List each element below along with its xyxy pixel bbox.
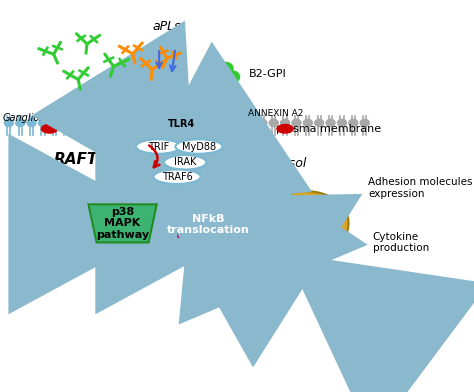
Text: TF release: TF release xyxy=(250,245,304,256)
Text: plasma membrane: plasma membrane xyxy=(276,124,381,134)
Circle shape xyxy=(73,119,82,127)
Circle shape xyxy=(281,119,290,127)
Circle shape xyxy=(243,119,252,127)
Circle shape xyxy=(137,83,152,95)
FancyBboxPatch shape xyxy=(174,110,188,147)
Circle shape xyxy=(50,119,59,127)
Circle shape xyxy=(171,74,186,85)
FancyBboxPatch shape xyxy=(185,110,198,147)
Text: cytosol: cytosol xyxy=(263,157,307,170)
Circle shape xyxy=(315,119,324,127)
Circle shape xyxy=(232,119,241,127)
Ellipse shape xyxy=(78,125,94,133)
Text: nucleus: nucleus xyxy=(282,218,330,228)
Circle shape xyxy=(303,119,312,127)
Circle shape xyxy=(337,119,346,127)
Circle shape xyxy=(186,119,195,127)
FancyBboxPatch shape xyxy=(165,89,197,107)
Text: RAFT: RAFT xyxy=(54,152,98,167)
Polygon shape xyxy=(89,204,157,242)
Text: ANNEXIN A2: ANNEXIN A2 xyxy=(248,109,303,118)
Circle shape xyxy=(152,119,161,127)
Ellipse shape xyxy=(136,139,181,154)
Circle shape xyxy=(205,85,219,97)
Text: B2-GPI: B2-GPI xyxy=(248,69,286,79)
Text: TRAF6: TRAF6 xyxy=(162,172,192,182)
Polygon shape xyxy=(65,111,83,125)
Wedge shape xyxy=(199,106,246,145)
Text: TRIF: TRIF xyxy=(148,142,169,152)
FancyBboxPatch shape xyxy=(164,110,177,147)
Ellipse shape xyxy=(154,169,201,184)
Ellipse shape xyxy=(41,125,57,133)
Circle shape xyxy=(326,119,335,127)
Text: aPLs: aPLs xyxy=(153,20,182,33)
Circle shape xyxy=(175,119,184,127)
Polygon shape xyxy=(49,111,66,125)
Circle shape xyxy=(95,119,104,127)
Text: Cytokine
production: Cytokine production xyxy=(373,232,429,253)
Text: Ganglioside: Ganglioside xyxy=(2,113,60,123)
Text: NFkB
translocation: NFkB translocation xyxy=(166,214,249,236)
Circle shape xyxy=(4,119,13,127)
Circle shape xyxy=(209,119,218,127)
Circle shape xyxy=(360,119,369,127)
Ellipse shape xyxy=(164,155,206,169)
Circle shape xyxy=(258,119,267,127)
Text: IRAK: IRAK xyxy=(174,157,196,167)
Circle shape xyxy=(84,119,93,127)
Circle shape xyxy=(220,119,229,127)
Circle shape xyxy=(164,119,173,127)
Circle shape xyxy=(198,119,207,127)
Text: Adhesion molecules
expression: Adhesion molecules expression xyxy=(368,177,473,199)
Circle shape xyxy=(159,69,174,81)
Text: p38
MAPK
pathway: p38 MAPK pathway xyxy=(96,207,149,240)
Circle shape xyxy=(141,119,150,127)
Circle shape xyxy=(146,74,160,85)
Circle shape xyxy=(61,119,70,127)
Wedge shape xyxy=(196,84,220,123)
Text: TLR4: TLR4 xyxy=(167,119,195,129)
Circle shape xyxy=(217,80,231,92)
Circle shape xyxy=(118,119,127,127)
Circle shape xyxy=(107,119,116,127)
Circle shape xyxy=(16,119,25,127)
Circle shape xyxy=(292,119,301,127)
Polygon shape xyxy=(83,111,100,125)
Circle shape xyxy=(225,71,239,83)
Circle shape xyxy=(269,119,278,127)
Circle shape xyxy=(38,119,47,127)
Polygon shape xyxy=(178,212,251,237)
Circle shape xyxy=(219,62,233,74)
Wedge shape xyxy=(142,84,166,123)
Ellipse shape xyxy=(175,139,222,154)
Text: CHOL: CHOL xyxy=(224,150,252,160)
Circle shape xyxy=(349,119,358,127)
Ellipse shape xyxy=(277,125,293,133)
Circle shape xyxy=(129,119,138,127)
Polygon shape xyxy=(264,191,348,261)
Text: MyD88: MyD88 xyxy=(182,142,216,152)
Circle shape xyxy=(206,58,221,70)
Ellipse shape xyxy=(118,125,135,133)
Circle shape xyxy=(27,119,36,127)
